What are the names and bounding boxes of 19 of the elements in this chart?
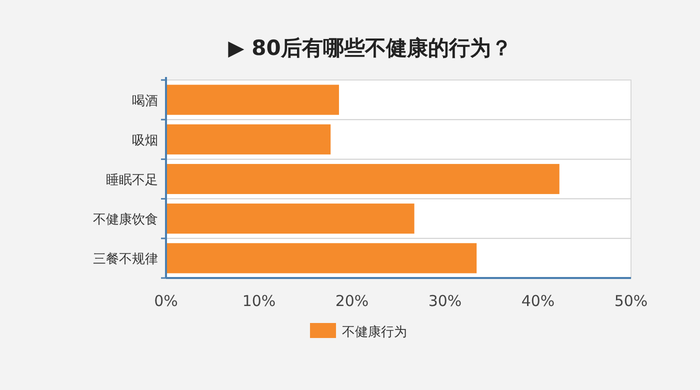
x-tick-label: 30% <box>428 292 462 310</box>
x-tick-label: 0% <box>154 292 178 310</box>
y-tick-label: 睡眠不足 <box>106 173 158 188</box>
legend: 不健康行为 <box>310 323 407 340</box>
bar <box>166 124 331 154</box>
y-tick-label: 三餐不规律 <box>93 252 158 268</box>
bar <box>166 164 560 194</box>
y-tick-label: 不健康饮食 <box>93 212 158 228</box>
x-tick-label: 40% <box>521 292 555 310</box>
bar <box>166 204 414 234</box>
legend-label: 不健康行为 <box>342 325 407 340</box>
bar <box>166 84 339 115</box>
y-tick-label: 吸烟 <box>132 133 158 148</box>
chart-title: ▶ 80后有哪些不健康的行为？ <box>228 36 512 60</box>
x-tick-label: 10% <box>242 292 276 310</box>
x-tick-label: 50% <box>614 292 648 310</box>
y-tick-label: 喝酒 <box>132 94 158 109</box>
x-tick-label: 20% <box>335 292 369 310</box>
bar <box>166 243 477 274</box>
